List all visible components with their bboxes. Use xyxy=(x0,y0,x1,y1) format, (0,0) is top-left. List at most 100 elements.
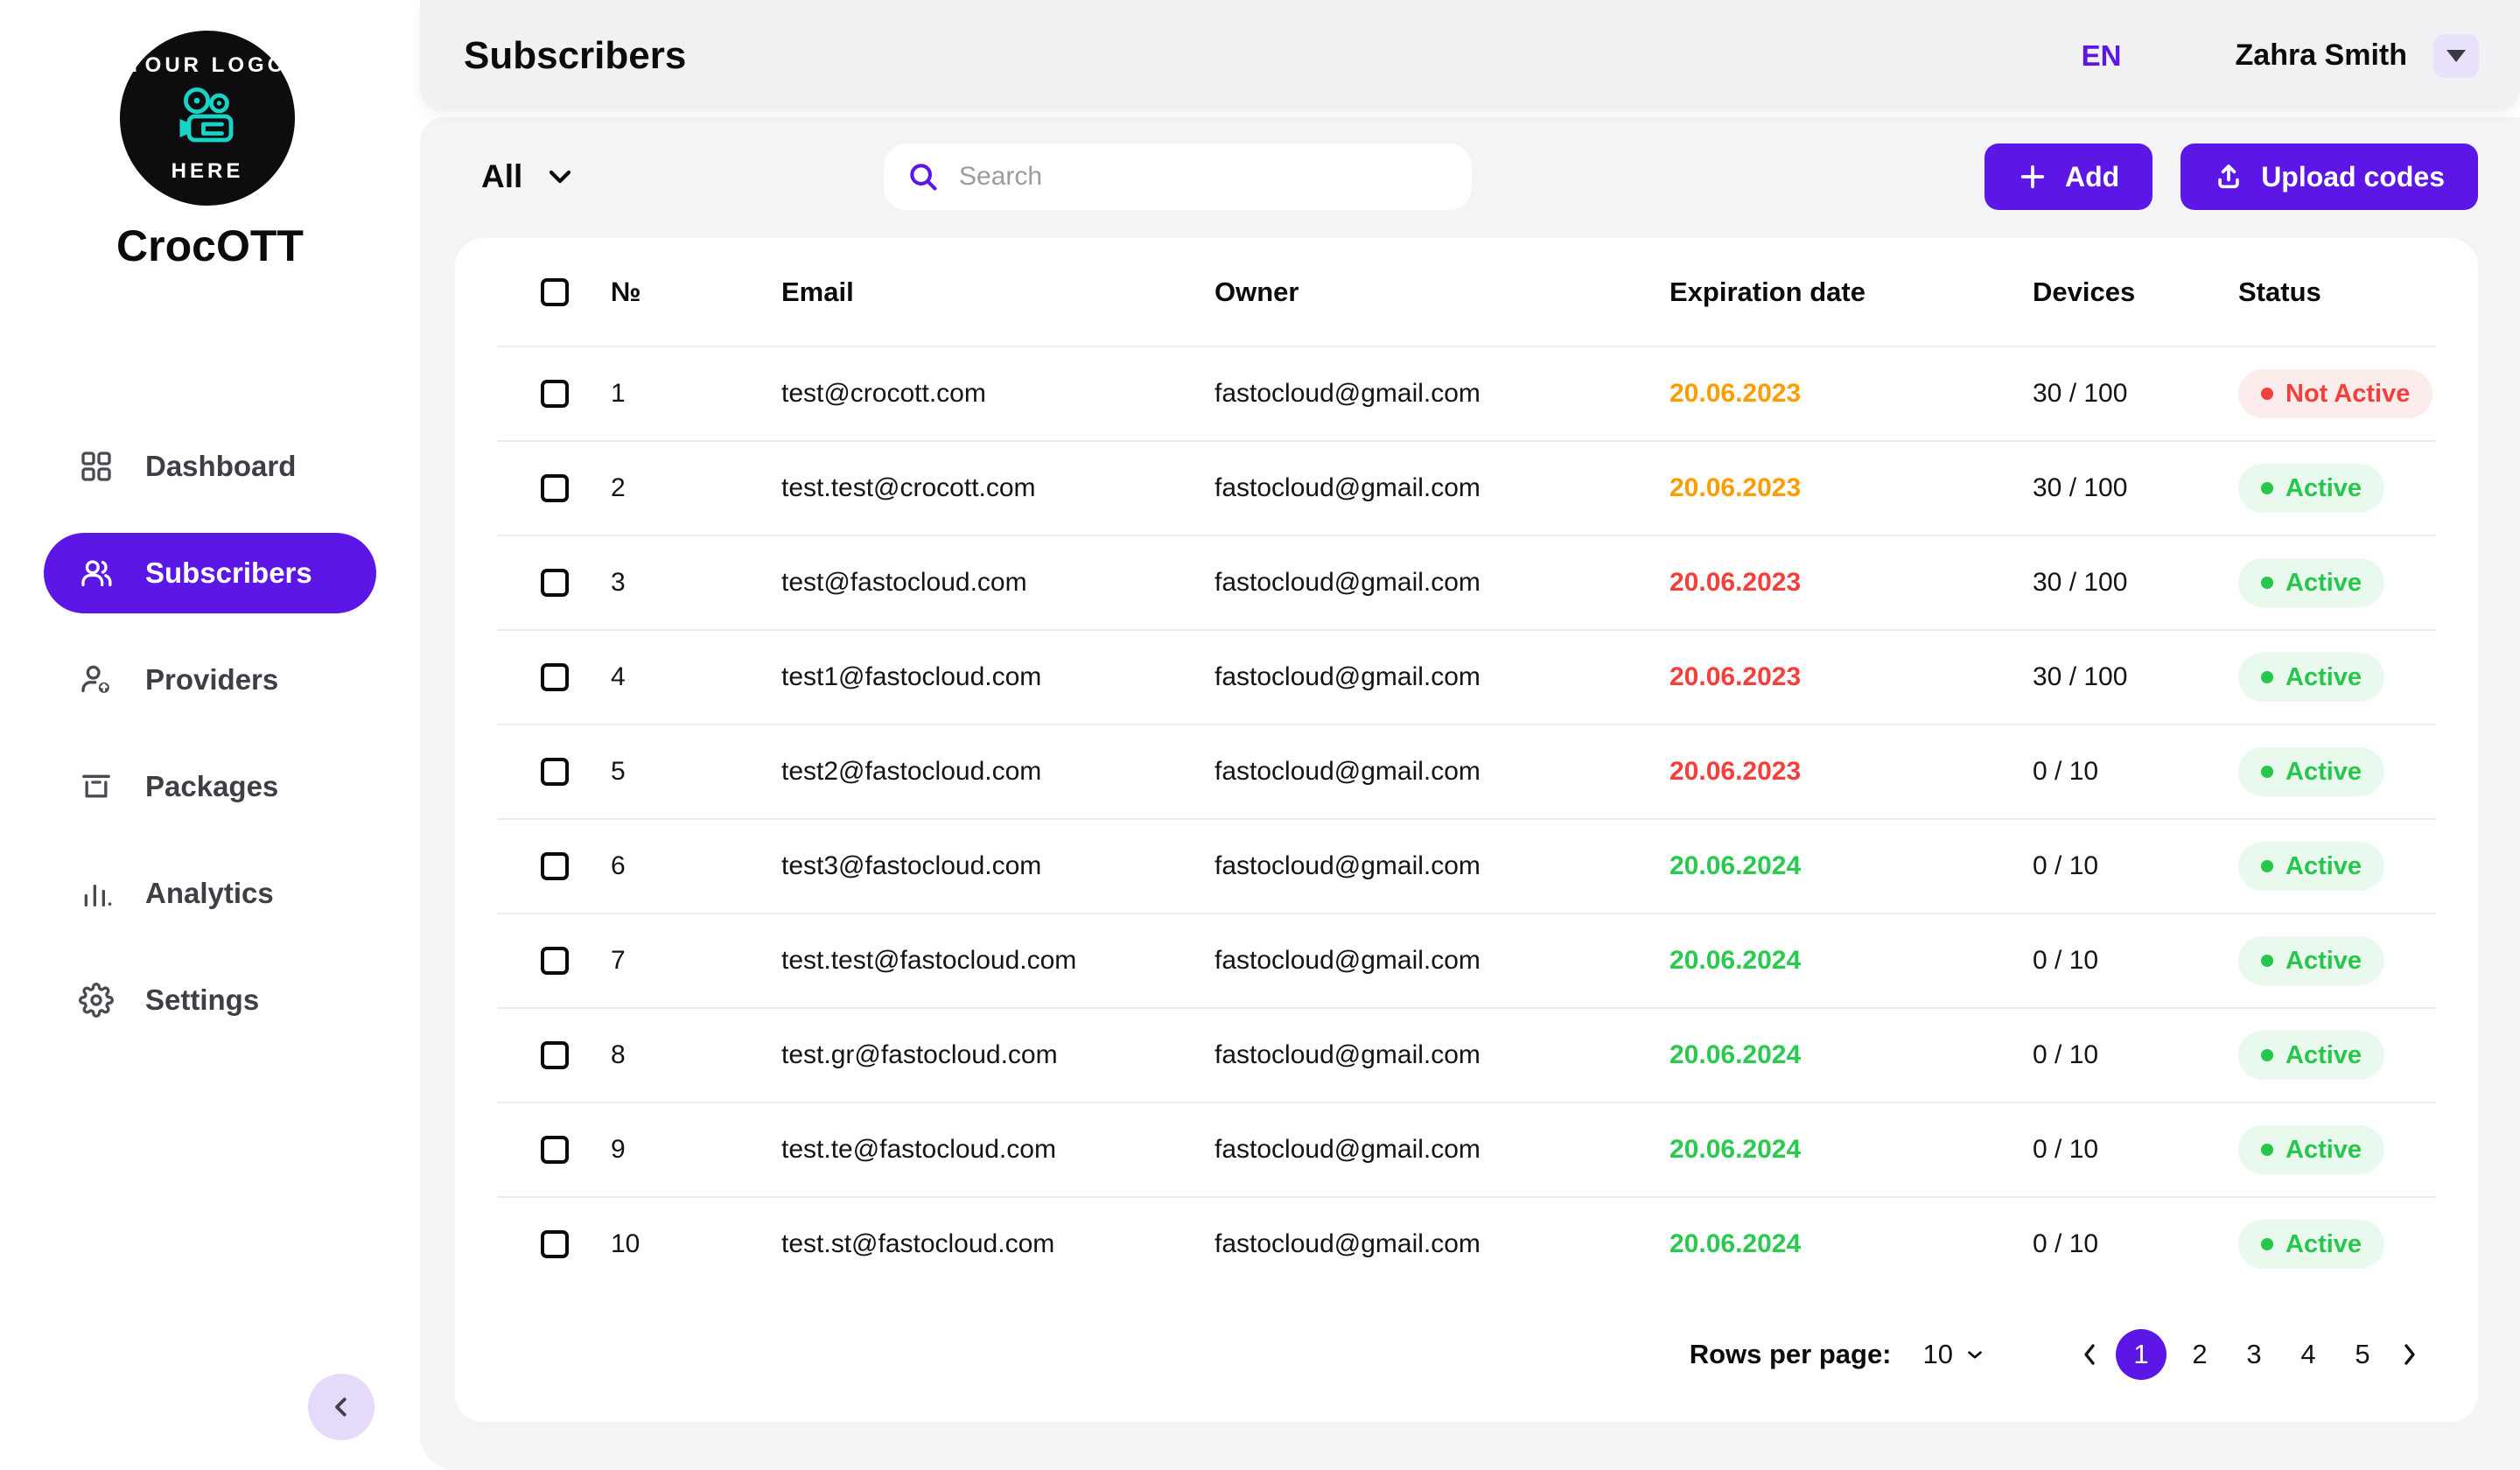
row-checkbox[interactable] xyxy=(541,380,569,408)
cell-owner: fastocloud@gmail.com xyxy=(1214,379,1480,408)
cell-expiration-date: 20.06.2024 xyxy=(1670,1229,1802,1258)
row-checkbox[interactable] xyxy=(541,1230,569,1258)
search-icon xyxy=(910,164,937,191)
cell-devices: 30 / 100 xyxy=(2033,568,2128,597)
sidebar-item-subscribers[interactable]: Subscribers xyxy=(44,533,376,613)
brand-name: CrocOTT xyxy=(116,221,304,270)
filter-label: All xyxy=(481,158,523,194)
table-row: 8 test.gr@fastocloud.com fastocloud@gmai… xyxy=(497,1007,2436,1102)
chevron-down-icon xyxy=(550,170,571,184)
column-header-expiration: Expiration date xyxy=(1670,276,1866,307)
status-label: Active xyxy=(2286,757,2362,786)
logo-line-top: YOUR LOGO xyxy=(127,52,288,77)
page-button-2[interactable]: 2 xyxy=(2192,1339,2208,1369)
cell-email: test3@fastocloud.com xyxy=(781,851,1042,880)
select-all-checkbox[interactable] xyxy=(541,277,569,306)
dashboard-icon xyxy=(81,452,111,481)
cell-email: test.test@crocott.com xyxy=(781,473,1036,502)
page-button-1[interactable]: 1 xyxy=(2116,1329,2166,1380)
upload-codes-button[interactable]: Upload codes xyxy=(2180,144,2478,210)
sidebar-item-settings[interactable]: Settings xyxy=(44,960,376,1040)
cell-owner: fastocloud@gmail.com xyxy=(1214,568,1480,597)
cell-expiration-date: 20.06.2023 xyxy=(1670,757,1802,786)
cell-devices: 30 / 100 xyxy=(2033,662,2128,691)
topbar-right: EN Zahra Smith xyxy=(2081,33,2479,78)
status-badge: Active xyxy=(2238,1125,2385,1174)
subscribers-table: № Email Owner Expiration date Devices St… xyxy=(497,238,2436,1291)
toolbar: All xyxy=(420,144,2520,210)
status-badge: Active xyxy=(2238,558,2385,607)
status-label: Active xyxy=(2286,568,2362,597)
cell-owner: fastocloud@gmail.com xyxy=(1214,662,1480,691)
cell-owner: fastocloud@gmail.com xyxy=(1214,1135,1480,1164)
row-checkbox[interactable] xyxy=(541,758,569,786)
upload-icon xyxy=(2218,164,2239,189)
cell-expiration-date: 20.06.2023 xyxy=(1670,568,1802,597)
sidebar-item-providers[interactable]: Providers xyxy=(44,640,376,720)
sidebar-collapse-button[interactable] xyxy=(308,1374,374,1440)
sidebar-item-dashboard[interactable]: Dashboard xyxy=(44,426,376,507)
content-panel: All xyxy=(420,117,2520,1470)
page-button-5[interactable]: 5 xyxy=(2355,1339,2370,1369)
row-checkbox[interactable] xyxy=(541,569,569,597)
main-area: Subscribers EN Zahra Smith All xyxy=(420,0,2520,1470)
status-dot-icon xyxy=(2261,766,2273,778)
cell-num: 4 xyxy=(611,662,626,691)
table-row: 7 test.test@fastocloud.com fastocloud@gm… xyxy=(497,913,2436,1007)
chevron-right-icon xyxy=(2404,1344,2415,1365)
row-checkbox[interactable] xyxy=(541,474,569,502)
cell-owner: fastocloud@gmail.com xyxy=(1214,473,1480,502)
status-badge: Active xyxy=(2238,747,2385,796)
page-button-4[interactable]: 4 xyxy=(2300,1339,2316,1369)
column-header-devices: Devices xyxy=(2033,276,2136,307)
status-label: Active xyxy=(2286,1040,2362,1069)
topbar: Subscribers EN Zahra Smith xyxy=(420,0,2520,111)
status-dot-icon xyxy=(2261,482,2273,494)
status-label: Active xyxy=(2286,946,2362,975)
cell-devices: 30 / 100 xyxy=(2033,473,2128,502)
search-input[interactable] xyxy=(959,162,1449,192)
page-title: Subscribers xyxy=(464,33,687,77)
row-checkbox[interactable] xyxy=(541,1041,569,1069)
chevron-down-icon xyxy=(1968,1350,1982,1359)
status-label: Not Active xyxy=(2286,379,2411,408)
previous-page-button[interactable] xyxy=(2063,1328,2116,1381)
row-checkbox[interactable] xyxy=(541,947,569,975)
column-header-status: Status xyxy=(2238,276,2321,307)
cell-owner: fastocloud@gmail.com xyxy=(1214,1040,1480,1069)
row-checkbox[interactable] xyxy=(541,1136,569,1164)
column-header-owner: Owner xyxy=(1214,276,1299,307)
table-row: 10 test.st@fastocloud.com fastocloud@gma… xyxy=(497,1196,2436,1291)
table-row: 6 test3@fastocloud.com fastocloud@gmail.… xyxy=(497,818,2436,913)
sidebar-item-label: Analytics xyxy=(145,877,274,909)
status-dot-icon xyxy=(2261,1049,2273,1061)
sidebar: YOUR LOGO HERE CrocOTT xyxy=(0,0,420,1470)
rows-per-page-label: Rows per page: xyxy=(1689,1339,1892,1369)
cell-email: test.te@fastocloud.com xyxy=(781,1135,1056,1164)
add-button[interactable]: Add xyxy=(1984,144,2153,210)
row-checkbox[interactable] xyxy=(541,663,569,691)
rows-per-page-select[interactable]: 10 xyxy=(1923,1339,1984,1370)
row-checkbox[interactable] xyxy=(541,852,569,880)
table-header-row: № Email Owner Expiration date Devices St… xyxy=(497,238,2436,346)
column-header-num: № xyxy=(611,276,641,307)
status-badge: Active xyxy=(2238,1220,2385,1269)
chevron-left-icon xyxy=(335,1397,346,1417)
sidebar-item-analytics[interactable]: Analytics xyxy=(44,853,376,934)
status-badge: Active xyxy=(2238,653,2385,702)
cell-devices: 0 / 10 xyxy=(2033,946,2099,975)
user-name: Zahra Smith xyxy=(2235,38,2407,72)
cell-expiration-date: 20.06.2024 xyxy=(1670,851,1802,880)
page-button-3[interactable]: 3 xyxy=(2246,1339,2262,1369)
next-page-button[interactable] xyxy=(2384,1328,2436,1381)
language-switcher[interactable]: EN xyxy=(2081,38,2122,72)
user-menu-button[interactable] xyxy=(2433,33,2479,78)
sidebar-item-packages[interactable]: Packages xyxy=(44,746,376,827)
filter-dropdown[interactable]: All xyxy=(481,144,573,210)
cell-email: test@fastocloud.com xyxy=(781,568,1027,597)
sidebar-item-label: Packages xyxy=(145,770,279,802)
cell-devices: 0 / 10 xyxy=(2033,851,2099,880)
cell-expiration-date: 20.06.2024 xyxy=(1670,946,1802,975)
